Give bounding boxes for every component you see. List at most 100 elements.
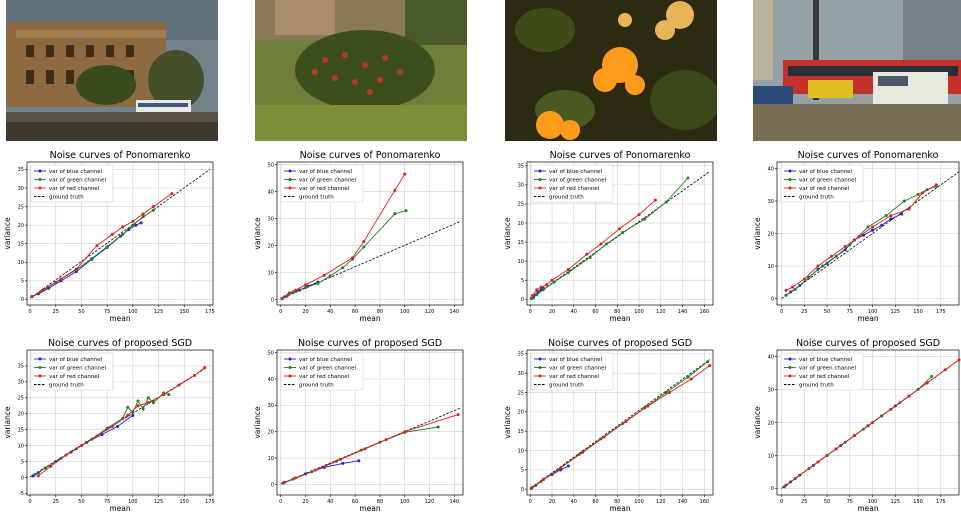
plot-frame bbox=[526, 161, 714, 306]
data-point-red bbox=[313, 468, 317, 472]
photo-building bbox=[6, 0, 218, 141]
legend-box bbox=[530, 352, 614, 391]
data-point-green bbox=[686, 375, 690, 379]
data-point-red bbox=[151, 205, 155, 209]
data-point-red bbox=[907, 207, 911, 211]
legend-marker-red bbox=[538, 186, 542, 190]
legend-label-green: var of green channel bbox=[299, 366, 357, 372]
x-axis-label: mean bbox=[109, 504, 131, 513]
legend-marker-blue bbox=[288, 357, 292, 361]
legend-marker-red bbox=[38, 186, 42, 190]
y-tick-label: 30 bbox=[268, 216, 274, 222]
y-tick-label: 10 bbox=[518, 448, 524, 454]
data-point-green bbox=[141, 215, 145, 219]
legend-box bbox=[280, 352, 364, 391]
data-point-blue bbox=[31, 474, 35, 478]
x-axis-label: mean bbox=[857, 314, 879, 323]
data-point-green bbox=[33, 472, 37, 476]
chart-title: Noise curves of proposed SGD bbox=[298, 338, 442, 349]
legend-label-green: var of green channel bbox=[299, 178, 357, 184]
data-point-red bbox=[322, 273, 326, 277]
legend-marker-red bbox=[288, 374, 292, 378]
data-point-blue bbox=[566, 464, 570, 468]
y-tick-label: 0 bbox=[771, 296, 774, 302]
chart-title: Noise curves of Ponomarenko bbox=[50, 150, 191, 161]
chart-title: Noise curves of proposed SGD bbox=[796, 338, 940, 349]
data-point-red bbox=[95, 434, 99, 438]
x-tick-label: 80 bbox=[614, 499, 620, 505]
data-point-red bbox=[30, 294, 34, 298]
x-tick-label: 100 bbox=[400, 499, 410, 505]
data-point-red bbox=[64, 453, 68, 457]
data-point-red bbox=[36, 474, 40, 478]
data-point-red bbox=[624, 420, 628, 424]
y-tick-label: 10 bbox=[18, 260, 24, 266]
legend-marker-red bbox=[288, 186, 292, 190]
data-point-red bbox=[530, 293, 534, 297]
data-point-red bbox=[798, 473, 802, 477]
data-point-green bbox=[105, 245, 109, 249]
x-tick-label: 140 bbox=[678, 309, 688, 315]
data-point-red bbox=[59, 277, 63, 281]
data-point-red bbox=[907, 394, 911, 398]
chart-title: Noise curves of Ponomarenko bbox=[798, 150, 939, 161]
data-point-red bbox=[95, 244, 99, 248]
y-axis-label: variance bbox=[253, 406, 262, 439]
legend-label-red: var of red channel bbox=[549, 374, 600, 380]
y-axis-label: variance bbox=[753, 217, 762, 250]
x-tick-label: 20 bbox=[302, 499, 308, 505]
x-tick-label: 140 bbox=[678, 499, 688, 505]
x-tick-label: 25 bbox=[53, 309, 59, 315]
data-point-red bbox=[49, 464, 53, 468]
legend-label-red: var of red channel bbox=[49, 374, 100, 380]
legend-label-blue: var of blue channel bbox=[549, 169, 603, 175]
x-tick-label: 120 bbox=[656, 309, 666, 315]
x-axis-label: mean bbox=[359, 314, 381, 323]
x-tick-label: 150 bbox=[913, 499, 923, 505]
y-tick-label: 20 bbox=[268, 430, 274, 436]
legend-label-blue: var of blue channel bbox=[299, 357, 353, 363]
data-point-green bbox=[535, 293, 539, 297]
plot-frame bbox=[26, 349, 214, 496]
data-point-green bbox=[686, 176, 690, 180]
data-point-red bbox=[363, 447, 367, 451]
legend-box bbox=[30, 352, 114, 391]
data-point-green bbox=[141, 407, 145, 411]
data-point-red bbox=[162, 393, 166, 397]
data-point-red bbox=[362, 240, 366, 244]
data-point-green bbox=[604, 242, 608, 246]
data-point-red bbox=[170, 192, 174, 196]
x-tick-label: 0 bbox=[780, 309, 783, 315]
y-tick-label: 50 bbox=[268, 162, 274, 168]
data-point-blue bbox=[900, 212, 904, 216]
data-point-red bbox=[934, 183, 938, 187]
x-tick-label: 20 bbox=[302, 309, 308, 315]
legend-label-blue: var of blue channel bbox=[799, 357, 853, 363]
data-point-red bbox=[539, 285, 543, 289]
legend-marker-green bbox=[288, 178, 292, 181]
data-point-red bbox=[889, 407, 893, 411]
data-point-blue bbox=[131, 413, 135, 417]
data-point-red bbox=[816, 460, 820, 464]
data-point-green bbox=[793, 287, 797, 291]
legend-label-red: var of red channel bbox=[549, 186, 600, 192]
legend-label-red: var of red channel bbox=[49, 186, 100, 192]
data-point-red bbox=[535, 288, 539, 292]
x-tick-label: 20 bbox=[549, 309, 555, 315]
data-point-red bbox=[871, 421, 875, 424]
x-tick-label: 75 bbox=[104, 499, 110, 505]
x-tick-label: 60 bbox=[352, 499, 358, 505]
x-tick-label: 25 bbox=[801, 499, 807, 505]
y-tick-label: 35 bbox=[18, 364, 24, 370]
x-tick-label: 140 bbox=[450, 499, 460, 505]
data-point-green bbox=[167, 393, 171, 397]
legend-label-blue: var of blue channel bbox=[299, 169, 353, 175]
data-point-green bbox=[131, 223, 135, 227]
data-point-red bbox=[131, 219, 135, 223]
data-point-red bbox=[146, 401, 150, 405]
data-point-red bbox=[871, 225, 875, 229]
y-tick-label: 10 bbox=[18, 443, 24, 449]
y-tick-label: 25 bbox=[18, 204, 24, 210]
legend-marker-blue bbox=[38, 357, 42, 361]
